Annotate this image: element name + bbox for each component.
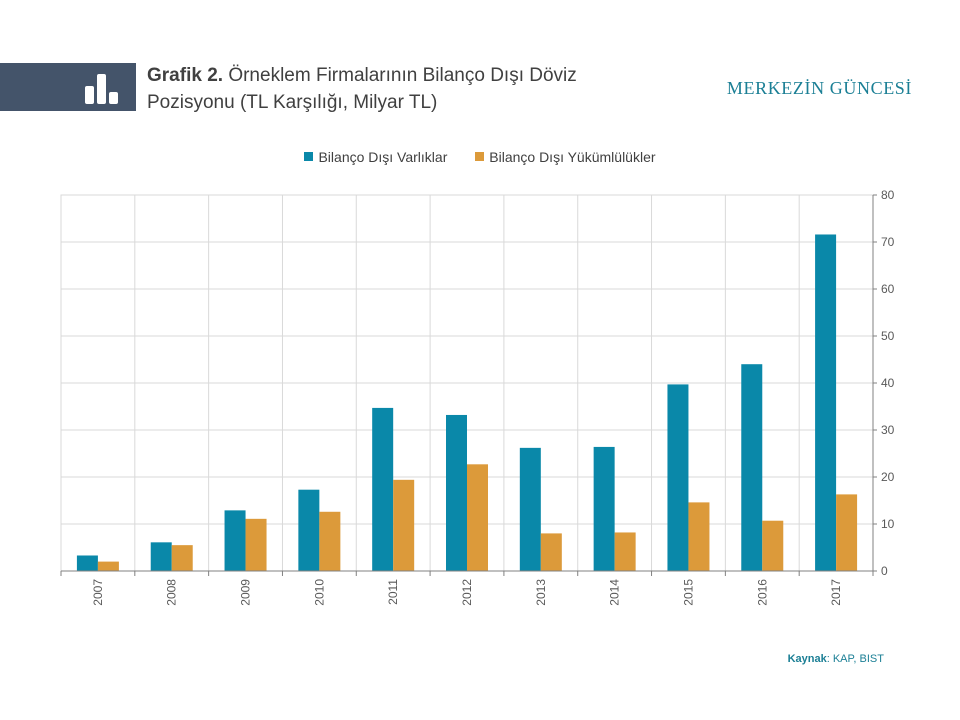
bar-assets — [667, 384, 689, 571]
bar-liabilities — [688, 502, 710, 571]
y-tick-label: 70 — [881, 235, 895, 249]
title-line1: Örneklem Firmalarının Bilanço Dışı Döviz — [223, 65, 577, 86]
header-band — [0, 63, 136, 111]
title-line2: Pozisyonu (TL Karşılığı, Milyar TL) — [147, 92, 438, 113]
source-text: : KAP, BIST — [826, 653, 884, 665]
x-tick-label: 2011 — [386, 579, 400, 605]
x-tick-label: 2015 — [681, 579, 695, 606]
bar-assets — [519, 447, 541, 571]
y-tick-label: 40 — [881, 376, 895, 390]
bar-liabilities — [97, 561, 119, 571]
y-tick-label: 60 — [881, 282, 895, 296]
bar-liabilities — [540, 533, 562, 571]
bar-liabilities — [614, 532, 636, 571]
title-prefix: Grafik 2. — [147, 65, 224, 86]
y-tick-label: 20 — [881, 470, 895, 484]
bar-assets — [815, 234, 837, 572]
source-note: Kaynak: KAP, BIST — [788, 653, 884, 665]
x-tick-label: 2013 — [534, 579, 548, 606]
brand-logo-text: MERKEZİN GÜNCESİ — [726, 78, 912, 98]
chart-legend: Bilanço Dışı Varlıklar Bilanço Dışı Yükü… — [0, 148, 960, 165]
y-tick-label: 0 — [881, 564, 888, 578]
bar-assets — [298, 489, 320, 571]
legend-item-assets: Bilanço Dışı Varlıklar — [304, 149, 447, 165]
legend-label-assets: Bilanço Dışı Varlıklar — [318, 148, 448, 165]
x-tick-label: 2007 — [91, 579, 105, 606]
bar-chart-icon — [85, 74, 118, 104]
bar-assets — [150, 542, 172, 571]
x-tick-label: 2009 — [239, 579, 253, 606]
y-tick-label: 10 — [881, 517, 895, 531]
bar-liabilities — [762, 520, 784, 571]
legend-swatch-assets — [304, 152, 314, 161]
y-tick-label: 50 — [881, 329, 895, 343]
bar-assets — [76, 555, 98, 571]
source-label: Kaynak — [787, 653, 827, 665]
legend-item-liabilities: Bilanço Dışı Yükümlülükler — [475, 148, 656, 165]
x-tick-label: 2008 — [165, 579, 179, 606]
legend-swatch-liabilities — [475, 152, 485, 161]
x-tick-label: 2014 — [608, 579, 622, 606]
bar-assets — [446, 414, 467, 571]
x-tick-label: 2012 — [460, 579, 474, 606]
legend-label-liabilities: Bilanço Dışı Yükümlülükler — [489, 148, 656, 165]
bar-liabilities — [171, 545, 193, 571]
bar-assets — [224, 510, 246, 571]
bar-assets — [372, 407, 394, 571]
bar-assets — [741, 364, 763, 571]
x-tick-label: 2017 — [829, 579, 843, 606]
bar-assets — [593, 446, 615, 571]
bar-liabilities — [319, 511, 341, 571]
bar-liabilities — [245, 518, 267, 571]
y-tick-label: 80 — [881, 188, 895, 202]
bar-liabilities — [467, 464, 488, 571]
bar-liabilities — [393, 479, 415, 571]
x-tick-label: 2016 — [755, 579, 769, 606]
x-tick-label: 2010 — [312, 579, 326, 606]
chart-title: Grafik 2. Örneklem Firmalarının Bilanço … — [147, 62, 667, 116]
bar-liabilities — [836, 494, 858, 571]
y-tick-label: 30 — [881, 423, 895, 437]
